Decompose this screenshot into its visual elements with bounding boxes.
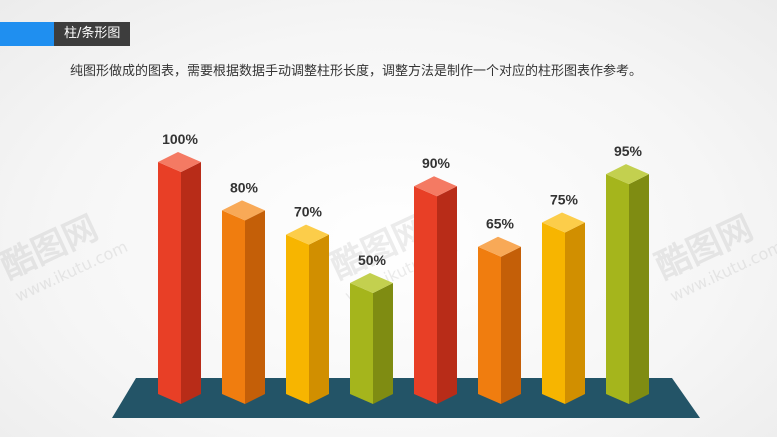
bar-3: 70% xyxy=(286,204,329,404)
bar-7: 75% xyxy=(542,192,585,404)
bar-5: 90% xyxy=(414,155,457,404)
bar-top-face xyxy=(478,236,521,257)
bar-value-label: 80% xyxy=(230,179,259,195)
bar-front-face xyxy=(158,162,181,404)
bar-2: 80% xyxy=(222,179,265,404)
bar-side-face xyxy=(181,162,201,404)
bar-1: 100% xyxy=(158,131,201,404)
bar-side-face xyxy=(629,174,649,404)
bar-top-face xyxy=(606,164,649,185)
bar-6: 65% xyxy=(478,216,521,404)
bar-front-face xyxy=(414,186,437,404)
bar-value-label: 90% xyxy=(422,155,451,171)
bar-side-face xyxy=(309,234,329,404)
bar-front-face xyxy=(222,210,245,404)
bar-side-face xyxy=(565,222,585,404)
bar-top-face xyxy=(542,212,585,233)
bar-top-face xyxy=(286,224,329,245)
bar-front-face xyxy=(350,283,373,404)
page-title: 柱/条形图 xyxy=(54,22,131,46)
bar-top-face xyxy=(350,273,393,293)
bar-side-face xyxy=(245,210,265,404)
page-subtitle: 纯图形做成的图表，需要根据数据手动调整柱形长度，调整方法是制作一个对应的柱形图表… xyxy=(70,64,643,79)
bar-top-face xyxy=(222,200,265,221)
bar-value-label: 65% xyxy=(486,216,515,232)
bar-front-face xyxy=(606,174,629,404)
bar-side-face xyxy=(501,246,521,404)
bar-8: 95% xyxy=(606,143,649,404)
bar-top-face xyxy=(158,152,201,172)
bar-front-face xyxy=(542,222,565,404)
bar-value-label: 95% xyxy=(614,143,643,159)
bar-side-face xyxy=(437,186,457,404)
bar-value-label: 50% xyxy=(358,252,387,268)
bar-side-face xyxy=(373,283,393,404)
bar-value-label: 100% xyxy=(162,131,198,147)
bar-front-face xyxy=(286,234,309,404)
bar-4: 50% xyxy=(350,252,393,404)
bar-top-face xyxy=(414,176,457,197)
bar-value-label: 70% xyxy=(294,204,323,220)
title-accent xyxy=(0,22,54,46)
bar-front-face xyxy=(478,246,501,404)
bar-value-label: 75% xyxy=(550,192,579,208)
title-bar: 柱/条形图 xyxy=(0,22,131,46)
bar-group: 100% 80% 70% 50% 90% 65% 75% 95% xyxy=(158,131,649,404)
